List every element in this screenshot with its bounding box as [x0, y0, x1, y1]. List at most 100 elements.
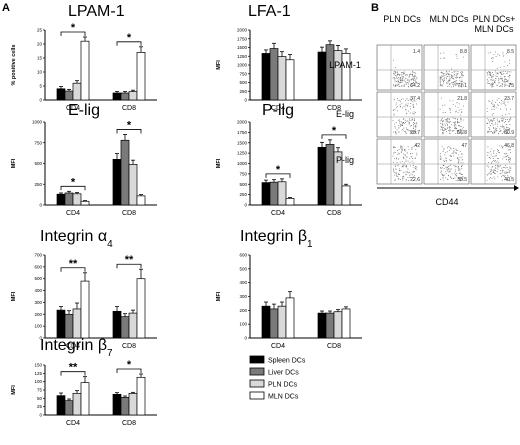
flow-event-dot	[396, 98, 398, 99]
flow-event-dot	[497, 162, 499, 164]
flow-event-dot	[444, 119, 446, 121]
flow-event-dot	[446, 124, 448, 126]
flow-event-dot	[443, 80, 445, 82]
flow-event-dot	[494, 131, 496, 133]
flow-event-dot	[460, 173, 462, 175]
flow-event-dot	[461, 126, 462, 128]
flow-event-dot	[401, 123, 403, 125]
flow-event-dot	[493, 149, 495, 151]
flow-event-dot	[491, 162, 493, 164]
flow-event-dot	[494, 127, 496, 129]
flow-event-dot	[413, 100, 415, 102]
flow-event-dot	[396, 83, 398, 85]
flow-event-dot	[461, 132, 463, 134]
y-tick-label: 600	[34, 264, 42, 269]
flow-event-dot	[490, 125, 492, 127]
y-tick-label: 700	[34, 253, 42, 258]
flow-event-dot	[414, 75, 416, 77]
flow-event-dot	[399, 79, 401, 81]
flow-event-dot	[394, 174, 395, 176]
flow-event-dot	[413, 167, 415, 169]
flow-event-dot	[411, 149, 413, 151]
legend-swatch	[249, 367, 265, 376]
flow-event-dot	[401, 77, 403, 79]
flow-event-dot	[455, 80, 457, 82]
flow-event-dot	[460, 108, 462, 110]
flow-event-dot	[408, 80, 410, 82]
significance-bracket	[321, 134, 347, 139]
flow-event-dot	[415, 72, 417, 74]
flow-event-dot	[506, 153, 508, 154]
flow-event-dot	[461, 76, 463, 78]
flow-event-dot	[397, 154, 399, 155]
flow-event-dot	[461, 156, 463, 158]
flow-row-label: LPAM-1	[329, 60, 361, 70]
flow-event-dot	[393, 131, 395, 133]
flow-event-dot	[492, 57, 494, 58]
flow-event-dot	[491, 119, 493, 121]
flow-event-dot	[504, 82, 506, 84]
flow-event-dot	[453, 129, 455, 131]
flow-event-dot	[459, 84, 461, 86]
flow-event-dot	[409, 79, 411, 81]
flow-event-dot	[416, 78, 418, 80]
flow-event-dot	[445, 152, 447, 154]
flow-event-dot	[504, 166, 506, 168]
flow-event-dot	[455, 70, 457, 72]
legend-label: PLN DCs	[268, 382, 298, 389]
flow-event-dot	[396, 173, 398, 175]
arrow-head-icon	[514, 185, 519, 191]
flow-event-dot	[400, 77, 402, 79]
flow-event-dot	[412, 103, 414, 105]
significance-marker: *	[71, 176, 76, 188]
flow-event-dot	[450, 124, 452, 126]
flow-event-dot	[399, 74, 401, 76]
flow-event-dot	[493, 169, 495, 171]
flow-event-dot	[491, 170, 493, 172]
flow-event-dot	[399, 78, 401, 80]
bar	[285, 198, 295, 206]
flow-event-dot	[439, 155, 441, 157]
flow-event-dot	[462, 178, 464, 180]
flow-event-dot	[507, 72, 509, 74]
y-tick-label: 1000	[32, 120, 43, 125]
legend-swatch	[249, 355, 265, 364]
y-tick-label: 1000	[237, 161, 248, 166]
flow-event-dot	[395, 76, 397, 78]
flow-event-dot	[439, 153, 441, 155]
flow-event-dot	[493, 53, 495, 55]
flow-event-dot	[505, 107, 507, 109]
flow-event-dot	[452, 75, 454, 77]
flow-event-dot	[498, 81, 500, 83]
panel-letter-a: A	[2, 2, 10, 14]
y-tick-label: 1250	[237, 151, 248, 156]
flow-event-dot	[488, 130, 490, 132]
significance-marker: *	[127, 32, 132, 44]
flow-event-dot	[457, 120, 459, 122]
flow-event-dot	[498, 98, 500, 99]
flow-event-dot	[402, 177, 403, 179]
flow-event-dot	[394, 79, 396, 81]
flow-event-dot	[461, 79, 463, 81]
flow-event-dot	[403, 162, 405, 164]
flow-event-dot	[507, 65, 508, 66]
flow-event-dot	[449, 83, 451, 85]
bar	[120, 316, 130, 339]
y-tick-label: 1500	[237, 140, 248, 145]
flow-plot: 42 22.6	[376, 138, 423, 185]
flow-event-dot	[454, 118, 456, 120]
x-group-label: CD8	[327, 210, 341, 217]
bar	[120, 396, 130, 416]
flow-event-dot	[443, 174, 445, 176]
flow-event-dot	[445, 177, 446, 179]
flow-event-dot	[494, 172, 495, 174]
quadrant-upper-value: 8.8	[460, 49, 467, 55]
flow-event-dot	[446, 78, 447, 80]
flow-event-dot	[461, 158, 463, 160]
flow-event-dot	[462, 162, 464, 164]
flow-event-dot	[459, 169, 461, 171]
flow-event-dot	[503, 128, 505, 130]
flow-event-dot	[460, 118, 462, 120]
flow-event-dot	[454, 177, 456, 179]
flow-event-dot	[440, 57, 442, 59]
